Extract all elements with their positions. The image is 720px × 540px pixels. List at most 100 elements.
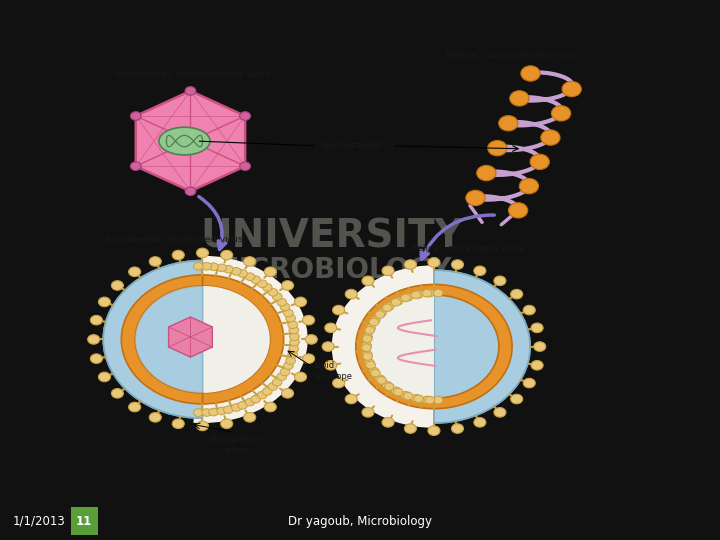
Circle shape xyxy=(251,395,261,403)
Circle shape xyxy=(325,323,337,333)
Circle shape xyxy=(194,409,203,416)
Circle shape xyxy=(530,154,549,170)
Polygon shape xyxy=(168,317,212,357)
Circle shape xyxy=(405,260,416,269)
Circle shape xyxy=(129,267,140,276)
Circle shape xyxy=(268,383,278,390)
Circle shape xyxy=(494,408,506,417)
Text: Nucleocapsid: Nucleocapsid xyxy=(320,141,380,150)
Circle shape xyxy=(362,408,374,417)
Circle shape xyxy=(403,293,413,301)
Circle shape xyxy=(477,165,496,181)
Circle shape xyxy=(510,289,523,299)
Circle shape xyxy=(289,345,299,353)
Text: 1/1/2013: 1/1/2013 xyxy=(13,515,66,528)
Circle shape xyxy=(272,379,282,386)
Circle shape xyxy=(88,335,99,344)
Circle shape xyxy=(243,413,256,422)
Circle shape xyxy=(433,289,443,297)
Circle shape xyxy=(382,266,394,275)
Circle shape xyxy=(401,294,410,302)
Circle shape xyxy=(284,309,293,317)
Circle shape xyxy=(521,66,540,81)
Circle shape xyxy=(289,326,299,334)
Circle shape xyxy=(217,407,227,415)
Wedge shape xyxy=(202,286,270,393)
Circle shape xyxy=(103,260,302,418)
Circle shape xyxy=(286,314,295,322)
Circle shape xyxy=(172,419,184,429)
Circle shape xyxy=(245,273,255,280)
Circle shape xyxy=(510,394,523,404)
Circle shape xyxy=(371,369,380,377)
Circle shape xyxy=(433,396,443,404)
Wedge shape xyxy=(202,275,284,404)
Circle shape xyxy=(194,262,203,270)
Circle shape xyxy=(428,426,440,435)
Circle shape xyxy=(149,256,161,266)
Circle shape xyxy=(202,262,212,270)
Circle shape xyxy=(499,116,518,131)
Circle shape xyxy=(209,408,218,416)
Circle shape xyxy=(552,106,571,121)
Circle shape xyxy=(264,267,276,276)
Circle shape xyxy=(149,413,161,422)
Circle shape xyxy=(322,342,334,352)
Circle shape xyxy=(474,266,486,275)
Circle shape xyxy=(422,289,432,297)
Circle shape xyxy=(112,281,123,291)
Circle shape xyxy=(384,383,394,390)
Circle shape xyxy=(345,394,357,404)
Circle shape xyxy=(362,335,372,343)
Wedge shape xyxy=(369,295,434,398)
Circle shape xyxy=(519,178,539,194)
Circle shape xyxy=(363,333,372,341)
Circle shape xyxy=(294,372,307,382)
Circle shape xyxy=(282,281,294,291)
Circle shape xyxy=(325,361,337,370)
Circle shape xyxy=(99,297,110,307)
Circle shape xyxy=(401,392,410,399)
Circle shape xyxy=(129,402,140,412)
Circle shape xyxy=(232,404,241,411)
Circle shape xyxy=(223,406,233,414)
Circle shape xyxy=(523,305,535,315)
Circle shape xyxy=(405,424,416,434)
Circle shape xyxy=(282,389,294,398)
Circle shape xyxy=(305,335,318,344)
Circle shape xyxy=(345,289,357,299)
Circle shape xyxy=(130,162,141,171)
Circle shape xyxy=(202,409,212,416)
Circle shape xyxy=(221,419,233,429)
Circle shape xyxy=(466,190,485,206)
Wedge shape xyxy=(135,286,202,393)
Circle shape xyxy=(523,379,535,388)
Circle shape xyxy=(451,424,464,434)
Circle shape xyxy=(186,138,194,144)
Circle shape xyxy=(302,315,315,325)
FancyBboxPatch shape xyxy=(71,507,98,536)
Circle shape xyxy=(510,91,529,106)
Circle shape xyxy=(280,303,290,311)
Circle shape xyxy=(172,251,184,260)
Circle shape xyxy=(277,373,287,380)
Circle shape xyxy=(277,299,287,306)
Circle shape xyxy=(286,357,295,364)
Wedge shape xyxy=(193,256,307,423)
Circle shape xyxy=(294,297,307,307)
Circle shape xyxy=(508,202,528,218)
Text: Helical, nonenveloped virus: Helical, nonenveloped virus xyxy=(446,51,577,60)
Circle shape xyxy=(382,381,392,389)
Circle shape xyxy=(209,263,218,271)
Circle shape xyxy=(425,396,435,404)
Circle shape xyxy=(263,284,272,291)
Circle shape xyxy=(338,270,530,423)
Circle shape xyxy=(288,350,297,358)
Circle shape xyxy=(411,394,421,402)
Circle shape xyxy=(130,112,141,120)
Text: MICROBIOLOGY: MICROBIOLOGY xyxy=(212,256,452,284)
Circle shape xyxy=(221,251,233,260)
Circle shape xyxy=(217,264,227,272)
Circle shape xyxy=(382,304,392,312)
Text: UNIVERSITY: UNIVERSITY xyxy=(200,218,463,255)
